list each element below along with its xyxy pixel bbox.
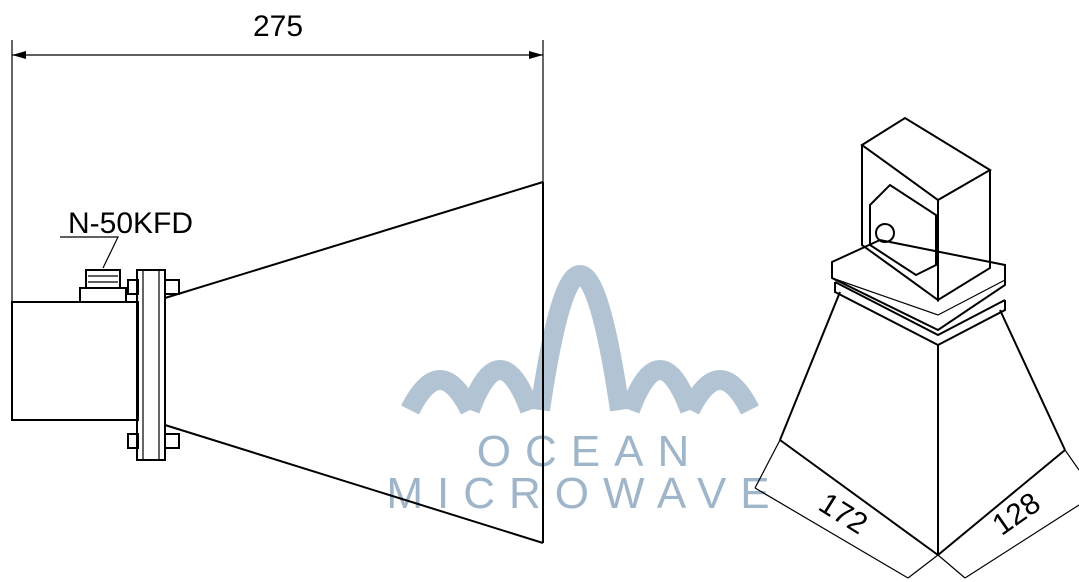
side-view <box>11 181 544 544</box>
length-dimension <box>11 40 544 302</box>
watermark-line1: OCEAN <box>477 427 703 476</box>
width-label: 172 <box>813 487 873 542</box>
iso-view <box>754 116 1079 579</box>
watermark-line2: MICROWAVE <box>386 469 783 518</box>
watermark-logo <box>401 265 759 415</box>
height-label: 128 <box>987 486 1047 542</box>
length-label: 275 <box>253 10 303 43</box>
connector-label: N-50KFD <box>68 207 193 240</box>
